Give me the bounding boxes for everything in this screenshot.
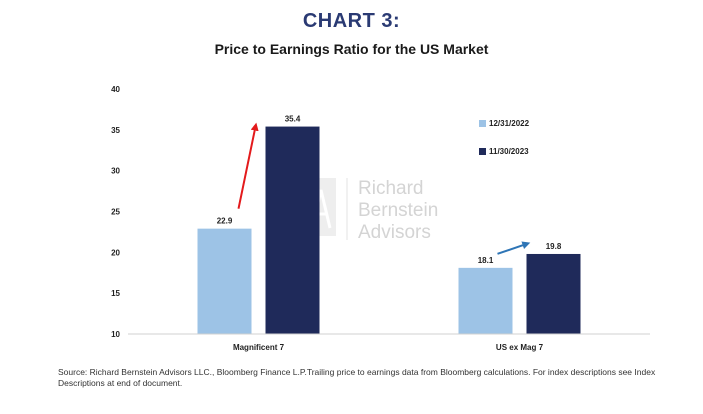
change-arrows (237, 122, 531, 255)
legend-label: 11/30/2023 (489, 147, 529, 156)
legend: 12/31/2022 11/30/2023 (479, 119, 530, 156)
chart-heading: CHART 3: (302, 10, 401, 32)
watermark-text-line1: Richard (358, 178, 423, 199)
legend-label: 12/31/2022 (489, 119, 530, 128)
increase-arrow-us-ex-mag-7 (497, 241, 531, 255)
y-tick-label: 35 (111, 126, 120, 135)
bar-1-1 (197, 228, 252, 334)
y-axis: 10 15 20 25 30 35 40 (111, 85, 120, 339)
bar-labels-group: 22.9 35.4 18.1 19.8 (217, 115, 562, 265)
bars-group (197, 126, 581, 334)
bar-2-2 (526, 253, 581, 334)
bar-2-1 (265, 126, 320, 334)
y-tick-label: 30 (111, 167, 120, 176)
legend-swatch (479, 120, 486, 127)
bar-1-2 (458, 267, 513, 334)
watermark-text-line2: Bernstein (358, 200, 438, 221)
chart-title: Price to Earnings Ratio for the US Marke… (214, 41, 489, 57)
category-label: Magnificent 7 (233, 343, 285, 352)
y-tick-label: 40 (111, 85, 120, 94)
source-note: Source: Richard Bernstein Advisors LLC.,… (58, 367, 656, 388)
increase-arrow-magnificent-7 (237, 122, 259, 209)
y-tick-label: 20 (111, 248, 120, 257)
data-label: 19.8 (546, 242, 562, 251)
legend-swatch (479, 148, 486, 155)
watermark-text-line3: Advisors (358, 222, 431, 243)
data-label: 18.1 (478, 256, 494, 265)
watermark-logo: Richard Bernstein Advisors (306, 178, 438, 243)
category-label: US ex Mag 7 (496, 343, 544, 352)
y-tick-label: 15 (111, 289, 120, 298)
data-label: 22.9 (217, 217, 233, 226)
data-label: 35.4 (285, 115, 301, 124)
y-tick-label: 25 (111, 208, 120, 217)
x-axis: Magnificent 7 US ex Mag 7 (233, 343, 544, 352)
y-tick-label: 10 (111, 330, 120, 339)
